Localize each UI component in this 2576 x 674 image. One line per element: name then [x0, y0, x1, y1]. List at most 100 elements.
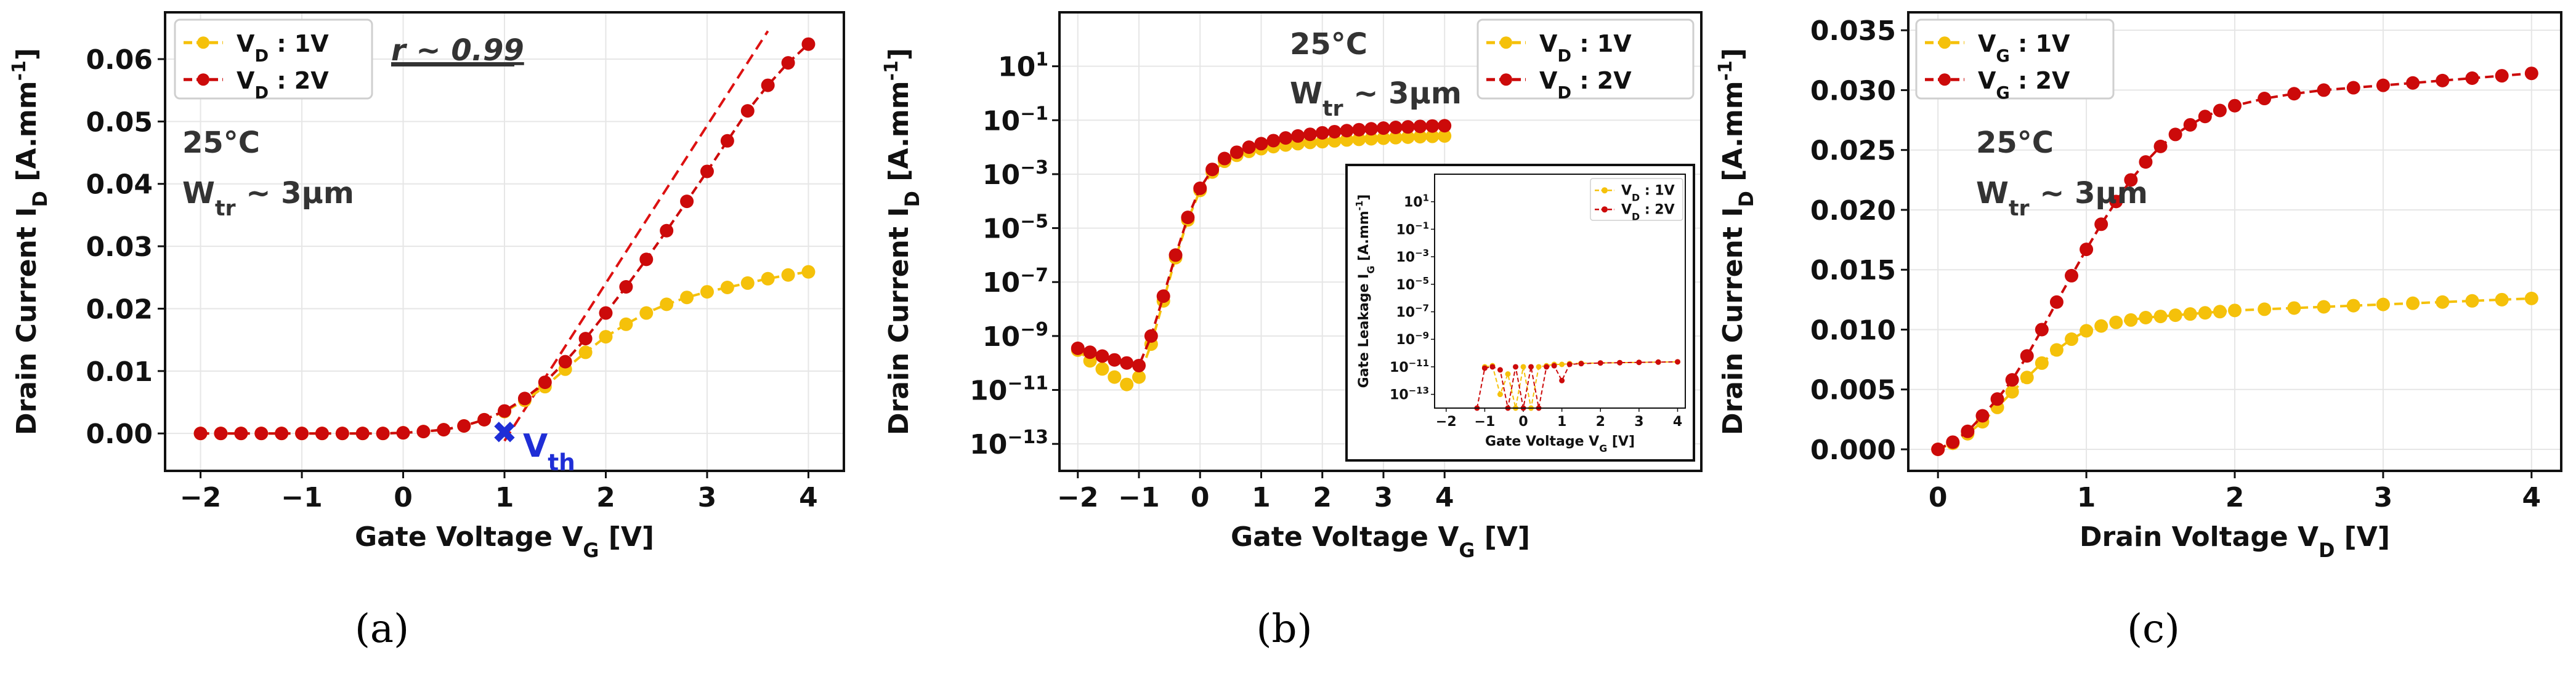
- a-xtick-label-3: 1: [495, 482, 514, 513]
- b-temp-label: 25°C: [1290, 27, 1367, 62]
- b-point-s1-10: [1193, 181, 1207, 195]
- b-ytick-exp-2: −3: [1020, 156, 1048, 178]
- panel-b: −2 −1 0 1 2 3 4 101 10−1 10−3 10−5 10−7 10−9 10−11 10−…: [859, 0, 1717, 674]
- b-legend-label-1-rest: : 2V: [1571, 67, 1632, 94]
- b-inset-xlabel-rest: [V]: [1607, 434, 1635, 449]
- a-point-s1-12: [437, 423, 451, 437]
- b-point-s1-4: [1120, 356, 1134, 370]
- a-legend-label-0: VD : 1V: [237, 30, 329, 66]
- a-point-s1-8: [355, 427, 370, 441]
- b-inset-ytick-base-5: 10: [1396, 332, 1415, 348]
- a-xtick-label-0: −2: [180, 482, 221, 513]
- a-frame: [164, 11, 845, 472]
- a-corr-label: r ~ 0.99: [391, 33, 524, 68]
- b-inset-ytick-base-3: 10: [1396, 278, 1415, 293]
- b-inset-point-s1-3: [1497, 367, 1503, 373]
- b-ytick-base-7: 10: [970, 429, 1007, 460]
- b-xlabel: Gate Voltage VG [V]: [1231, 521, 1530, 562]
- a-point-s1-11: [416, 425, 431, 439]
- b-ylabel: Drain Current ID [A.mm-1]: [881, 48, 925, 435]
- a-point-s1-30: [801, 37, 816, 51]
- b-inset-point-s0-10: [1559, 361, 1565, 367]
- a-xlabel: Gate Voltage VG [V]: [355, 521, 654, 562]
- b-legend-box: [1476, 18, 1695, 100]
- b-inset-ylabel-close: ]: [1356, 195, 1372, 201]
- b-inset-ytick-label-0: 101: [1404, 193, 1429, 211]
- b-inset-point-s0-5: [1520, 364, 1526, 370]
- b-inset-point-s1-9: [1544, 364, 1550, 370]
- c-legend-label-1-sub: G: [1996, 84, 2009, 103]
- caption-a: (a): [354, 606, 410, 652]
- c-point-s1-30: [2524, 66, 2538, 81]
- b-ylabel-sup: -1: [881, 60, 902, 81]
- b-ytick-label-1: 10−1: [982, 103, 1048, 137]
- c-point-s1-17: [2183, 118, 2197, 132]
- c-point-s1-3: [1975, 409, 1990, 423]
- b-inset-xtick-label-1: −1: [1475, 414, 1496, 430]
- a-ytick-label-0: 0.00: [86, 419, 153, 450]
- b-xtick-label-3: 1: [1252, 482, 1271, 513]
- b-ytick-exp-3: −5: [1020, 211, 1048, 232]
- a-point-s1-3: [254, 427, 269, 441]
- c-point-s0-8: [2049, 343, 2064, 357]
- b-inset-ytick-base-4: 10: [1396, 305, 1415, 321]
- b-ytick-label-4: 10−7: [982, 265, 1048, 299]
- b-point-s1-20: [1315, 126, 1329, 140]
- b-width-label-rest: ~ 3µm: [1343, 76, 1462, 111]
- c-point-s0-19: [2213, 305, 2227, 319]
- b-inset-point-s1-5: [1512, 364, 1518, 370]
- b-width-label-sub: tr: [1322, 97, 1343, 121]
- b-inset-legend-box: [1590, 178, 1683, 221]
- c-legend-marker-0: [1938, 36, 1951, 49]
- a-legend-label-1-main: V: [237, 67, 255, 94]
- a-point-s1-2: [234, 427, 248, 441]
- b-point-s1-28: [1413, 119, 1427, 134]
- b-point-s0-2: [1095, 362, 1109, 376]
- c-point-s0-17: [2183, 307, 2197, 321]
- b-inset-ytick-exp-6: −11: [1409, 358, 1429, 369]
- a-legend-label-1: VD : 2V: [237, 67, 329, 103]
- b-width-label: Wtr ~ 3µm: [1290, 76, 1462, 121]
- a-point-s1-13: [457, 419, 471, 433]
- b-inset-xtick-label-4: 2: [1596, 414, 1605, 430]
- b-ytick-exp-0: 1: [1035, 49, 1048, 70]
- b-inset-xtick-label-5: 3: [1634, 414, 1643, 430]
- c-point-s0-11: [2094, 319, 2108, 333]
- c-point-s1-15: [2153, 139, 2168, 153]
- c-point-s1-18: [2198, 110, 2212, 124]
- a-point-s0-30: [801, 265, 816, 279]
- b-ytick-label-2: 10−3: [982, 156, 1048, 191]
- c-xtick-label-0: 0: [1929, 482, 1948, 513]
- c-xtick-label-4: 4: [2522, 482, 2542, 513]
- b-inset-point-s0-7: [1536, 364, 1542, 370]
- c-legend-label-1-main: V: [1978, 67, 1996, 94]
- b-inset-ytick-exp-4: −7: [1415, 303, 1429, 314]
- c-point-s0-16: [2168, 308, 2182, 323]
- b-point-s1-5: [1132, 358, 1146, 372]
- a-point-s0-20: [599, 330, 613, 344]
- b-point-s1-25: [1376, 121, 1390, 135]
- b-inset-point-s0-3: [1505, 371, 1511, 377]
- b-point-s1-21: [1327, 124, 1342, 138]
- a-point-s1-17: [538, 375, 552, 390]
- a-ytick-label-6: 0.06: [86, 44, 153, 76]
- b-inset-xtick-label-6: 4: [1673, 414, 1682, 430]
- b-inset-xlabel-sub: G: [1599, 443, 1607, 454]
- b-frame: [1058, 11, 1703, 472]
- b-point-s1-30: [1438, 119, 1452, 133]
- a-xlabel-sub: G: [583, 540, 599, 562]
- b-inset-ytick-exp-2: −3: [1415, 247, 1429, 259]
- b-point-s1-1: [1083, 345, 1097, 359]
- a-legend-marker-0: [197, 36, 209, 49]
- a-temp-label: 25°C: [182, 126, 260, 160]
- chart-a-svg: −2 −1 0 1 2 3 4 0.00 0.01 0.02 0.03 0.04 0.05 0.06 Gat…: [9, 11, 845, 562]
- b-point-s0-29: [1425, 129, 1440, 143]
- c-ytick-label-1: 0.005: [1810, 375, 1896, 406]
- c-point-s1-24: [2346, 81, 2360, 95]
- b-inset-point-s1-12: [1566, 361, 1573, 367]
- a-xlabel-rest: [V]: [599, 521, 654, 553]
- b-inset-ytick-label-3: 10−5: [1396, 275, 1429, 293]
- a-point-s1-19: [578, 332, 593, 346]
- a-fit-line: [503, 30, 769, 442]
- b-point-s1-24: [1364, 122, 1379, 136]
